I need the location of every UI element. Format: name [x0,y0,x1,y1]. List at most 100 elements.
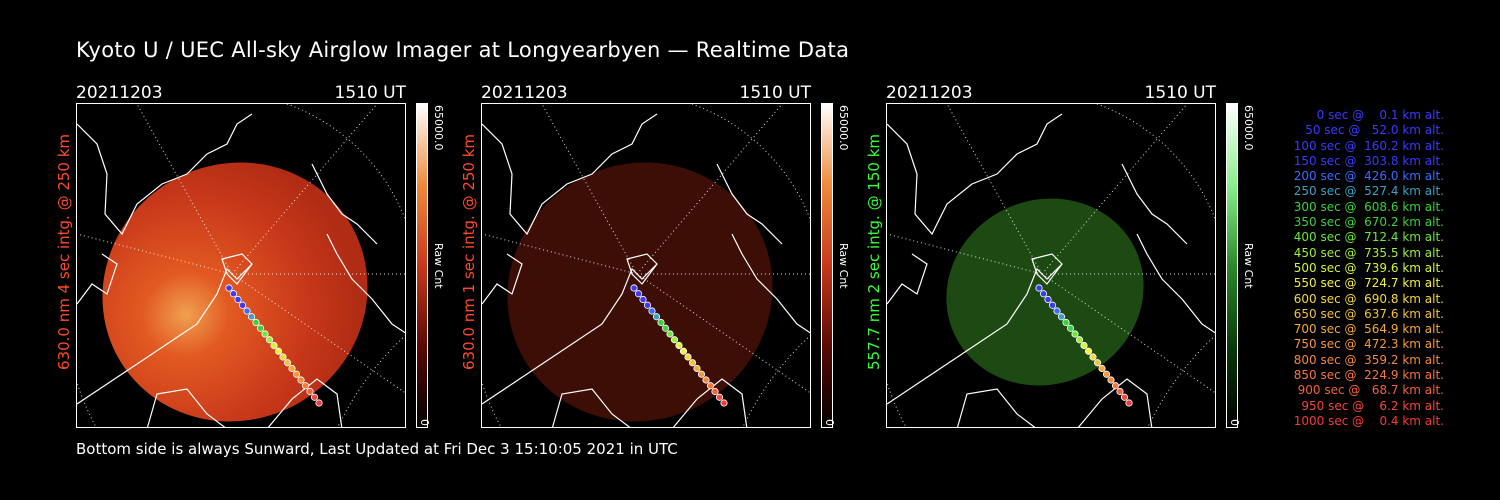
legend-item: 200 sec @ 426.0 km alt. [1289,169,1444,184]
track-marker [634,290,643,298]
track-marker [283,359,292,367]
track-marker [1053,307,1061,315]
track-marker [648,307,656,315]
legend-item: 450 sec @ 735.5 km alt. [1289,245,1444,260]
panel-3-label: 557.7 nm 2 sec intg. @ 150 km [865,133,883,370]
panel-time: 1510 UT [1144,83,1217,103]
track-marker [652,313,661,321]
legend-item: 400 sec @ 712.4 km alt. [1289,230,1444,245]
track-marker [234,295,242,304]
track-marker [270,341,278,350]
track-marker [720,399,728,407]
track-marker [711,387,719,396]
colorbar-min: 0 [418,419,431,426]
track-marker [1044,295,1052,304]
track-marker [1102,370,1111,378]
colorbar [821,103,833,428]
track-marker [252,318,260,327]
track-marker [261,330,269,338]
track-marker [661,324,670,332]
colorbar-title: Raw Cnt [432,243,445,289]
track-marker [1075,336,1084,344]
track-marker [225,284,233,292]
panel-2-label: 630.0 nm 1 sec intg. @ 250 km [460,133,478,370]
track-marker [1084,347,1093,355]
legend-item: 150 sec @ 303.8 km alt. [1289,153,1444,168]
track-marker [1071,330,1079,338]
footer-status: Bottom side is always Sunward, Last Upda… [76,440,678,458]
legend-item: 850 sec @ 224.9 km alt. [1289,368,1444,383]
allsky-map [482,104,810,427]
track-marker [1120,393,1129,401]
track-marker [1080,341,1088,350]
track-marker [1062,318,1070,327]
legend-item: 50 sec @ 52.0 km alt. [1297,123,1444,138]
track-marker [679,347,688,355]
track-marker [675,341,683,350]
legend-item: 500 sec @ 739.6 km alt. [1289,260,1444,275]
track-marker [256,324,265,332]
colorbar-title: Raw Cnt [837,243,850,289]
track-marker [243,307,251,315]
panel-date: 20211203 [886,83,973,103]
allsky-map [77,104,405,427]
allsky-image-630-1s [481,103,811,428]
panel-1: 20211203 1510 UT [76,83,445,433]
colorbar-min: 0 [823,419,836,426]
track-marker [315,399,323,407]
track-marker [1057,313,1066,321]
allsky-image-5577-2s [886,103,1216,428]
track-marker [274,347,283,355]
track-marker [1089,353,1097,361]
track-marker [292,370,301,378]
track-marker [684,353,692,361]
legend-item: 300 sec @ 608.6 km alt. [1289,199,1444,214]
panel-time: 1510 UT [739,83,812,103]
altitude-legend: 0 sec @ 0.1 km alt. 50 sec @ 52.0 km alt… [1262,108,1444,429]
track-marker [279,353,287,361]
panel-2: 20211203 1510 UT [481,83,850,433]
colorbar-title: Raw Cnt [1242,243,1255,289]
legend-item: 250 sec @ 527.4 km alt. [1289,184,1444,199]
legend-item: 550 sec @ 724.7 km alt. [1289,276,1444,291]
track-marker [1066,324,1075,332]
track-marker [1107,376,1115,384]
track-marker [288,364,296,373]
track-marker [706,382,715,390]
track-marker [702,376,710,384]
track-marker [229,290,238,298]
panel-date: 20211203 [481,83,568,103]
track-marker [697,370,706,378]
track-marker [639,295,647,304]
track-marker [1093,359,1102,367]
legend-item: 800 sec @ 359.2 km alt. [1289,352,1444,367]
track-marker [657,318,665,327]
panel-1-label: 630.0 nm 4 sec intg. @ 250 km [55,133,73,370]
legend-item: 600 sec @ 690.8 km alt. [1289,291,1444,306]
colorbar-min: 0 [1228,419,1241,426]
track-marker [1048,301,1057,309]
track-marker [715,393,724,401]
track-marker [1125,399,1133,407]
colorbar [416,103,428,428]
legend-item: 1000 sec @ 0.4 km alt. [1293,413,1444,428]
legend-item: 700 sec @ 564.9 km alt. [1289,322,1444,337]
legend-item: 350 sec @ 670.2 km alt. [1289,215,1444,230]
colorbar-max: 65000.0 [1242,105,1255,151]
colorbar [1226,103,1238,428]
track-marker [247,313,256,321]
track-marker [1116,387,1124,396]
colorbar-max: 65000.0 [837,105,850,151]
track-marker [1039,290,1048,298]
track-marker [310,393,319,401]
legend-item: 650 sec @ 637.6 km alt. [1289,306,1444,321]
colorbar-max: 65000.0 [432,105,445,151]
track-marker [265,336,274,344]
page-title: Kyoto U / UEC All-sky Airglow Imager at … [76,38,850,62]
panel-date: 20211203 [76,83,163,103]
track-marker [1111,382,1120,390]
track-marker [301,382,310,390]
track-marker [670,336,679,344]
track-marker [306,387,314,396]
track-marker [643,301,652,309]
